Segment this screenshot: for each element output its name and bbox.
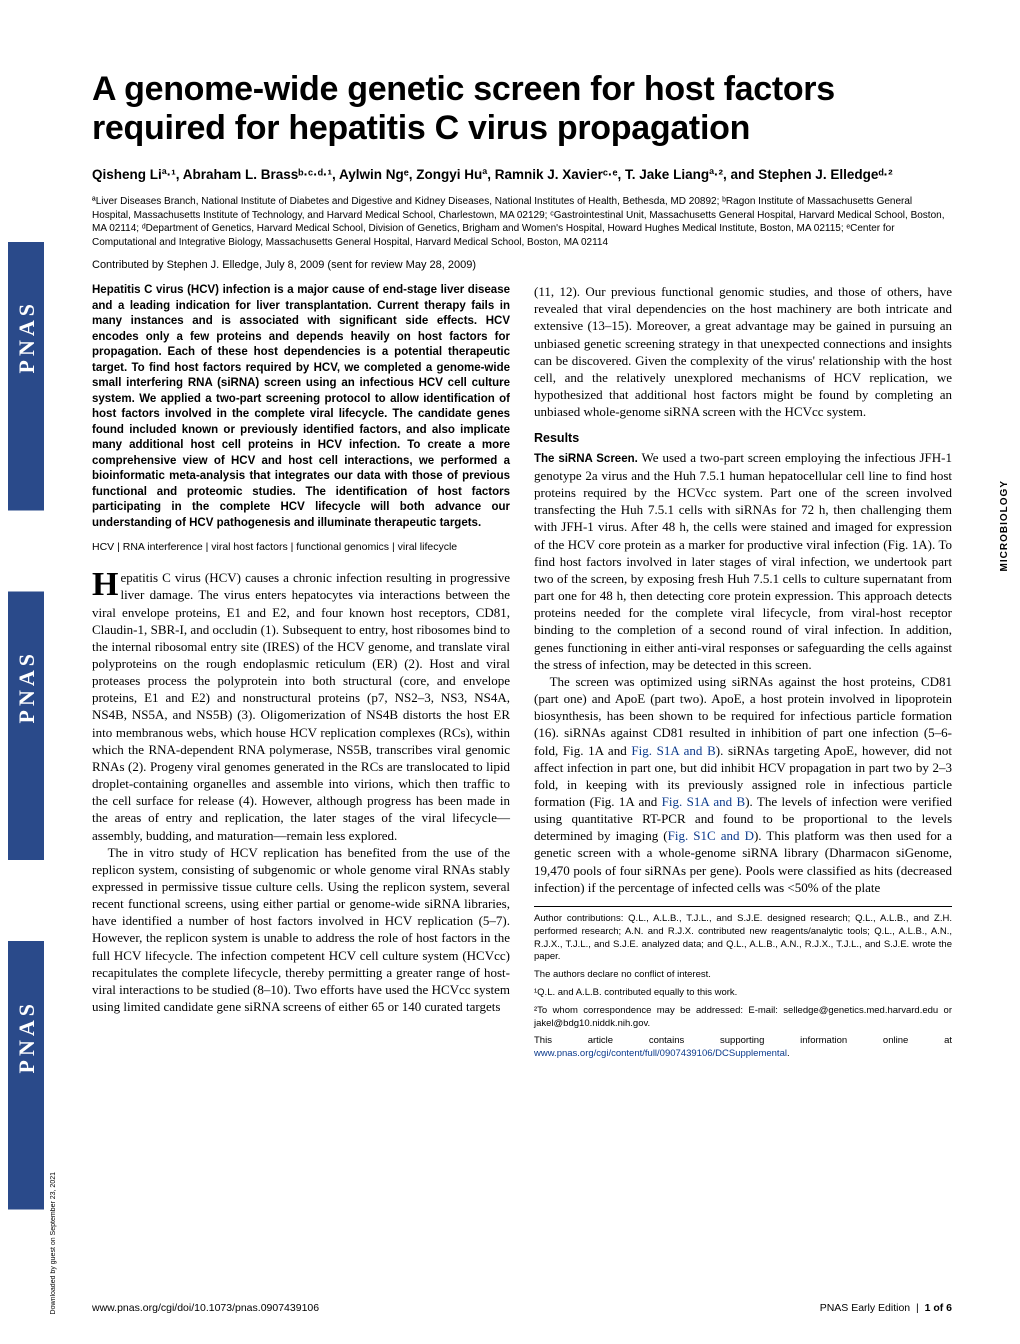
sirna-run-in-head: The siRNA Screen. bbox=[534, 453, 638, 465]
intro-paragraph-1: Hepatitis C virus (HCV) causes a chronic… bbox=[92, 569, 510, 844]
authors-line: Qisheng Liª·¹, Abraham L. Brassᵇ·ᶜ·ᵈ·¹, … bbox=[92, 166, 952, 185]
page-footer: www.pnas.org/cgi/doi/10.1073/pnas.090743… bbox=[92, 1302, 952, 1314]
download-note: Downloaded by guest on September 23, 202… bbox=[50, 1172, 57, 1314]
conflict-of-interest: The authors declare no conflict of inter… bbox=[534, 969, 952, 982]
pnas-logo-text: PNAS bbox=[14, 650, 40, 723]
fig-s1ab-link-2[interactable]: Fig. S1A and B bbox=[662, 794, 746, 809]
intro-continued: (11, 12). Our previous functional genomi… bbox=[534, 283, 952, 420]
footnotes: Author contributions: Q.L., A.L.B., T.J.… bbox=[534, 906, 952, 1061]
intro-paragraph-2: The in vitro study of HCV replication ha… bbox=[92, 844, 510, 1016]
right-column: (11, 12). Our previous functional genomi… bbox=[534, 283, 952, 1066]
footer-right: PNAS Early Edition | 1 of 6 bbox=[820, 1302, 952, 1314]
supporting-info-link[interactable]: www.pnas.org/cgi/content/full/0907439106… bbox=[534, 1048, 787, 1059]
results-heading: Results bbox=[534, 430, 952, 447]
footer-page-num: 1 of 6 bbox=[925, 1302, 952, 1314]
page-content: A genome-wide genetic screen for host fa… bbox=[92, 70, 952, 1066]
affiliations: ªLiver Diseases Branch, National Institu… bbox=[92, 195, 952, 249]
fig-s1cd-link[interactable]: Fig. S1C and D bbox=[668, 828, 754, 843]
section-label: MICROBIOLOGY bbox=[999, 480, 1010, 571]
footer-edition: PNAS Early Edition bbox=[820, 1302, 910, 1314]
equal-contribution-note: ¹Q.L. and A.L.B. contributed equally to … bbox=[534, 987, 952, 1000]
left-column: Hepatitis C virus (HCV) infection is a m… bbox=[92, 283, 510, 1066]
sirna-body-a: We used a two-part screen employing the … bbox=[534, 450, 952, 672]
sirna-paragraph-2: The screen was optimized using siRNAs ag… bbox=[534, 673, 952, 896]
pnas-logo-text: PNAS bbox=[14, 300, 40, 373]
author-contributions: Author contributions: Q.L., A.L.B., T.J.… bbox=[534, 913, 952, 964]
abstract: Hepatitis C virus (HCV) infection is a m… bbox=[92, 283, 510, 531]
sirna-paragraph-1: The siRNA Screen. We used a two-part scr… bbox=[534, 449, 952, 673]
contributed-line: Contributed by Stephen J. Elledge, July … bbox=[92, 259, 952, 271]
keywords: HCV | RNA interference | viral host fact… bbox=[92, 541, 510, 555]
footer-doi: www.pnas.org/cgi/doi/10.1073/pnas.090743… bbox=[92, 1302, 319, 1314]
pnas-logo-text: PNAS bbox=[14, 1000, 40, 1073]
si-text-b: . bbox=[787, 1048, 790, 1059]
article-title: A genome-wide genetic screen for host fa… bbox=[92, 70, 952, 148]
si-text-a: This article contains supporting informa… bbox=[534, 1035, 952, 1046]
two-column-body: Hepatitis C virus (HCV) infection is a m… bbox=[92, 283, 952, 1066]
fig-s1ab-link[interactable]: Fig. S1A and B bbox=[631, 743, 715, 758]
correspondence-note: ²To whom correspondence may be addressed… bbox=[534, 1005, 952, 1031]
supporting-info-note: This article contains supporting informa… bbox=[534, 1035, 952, 1061]
